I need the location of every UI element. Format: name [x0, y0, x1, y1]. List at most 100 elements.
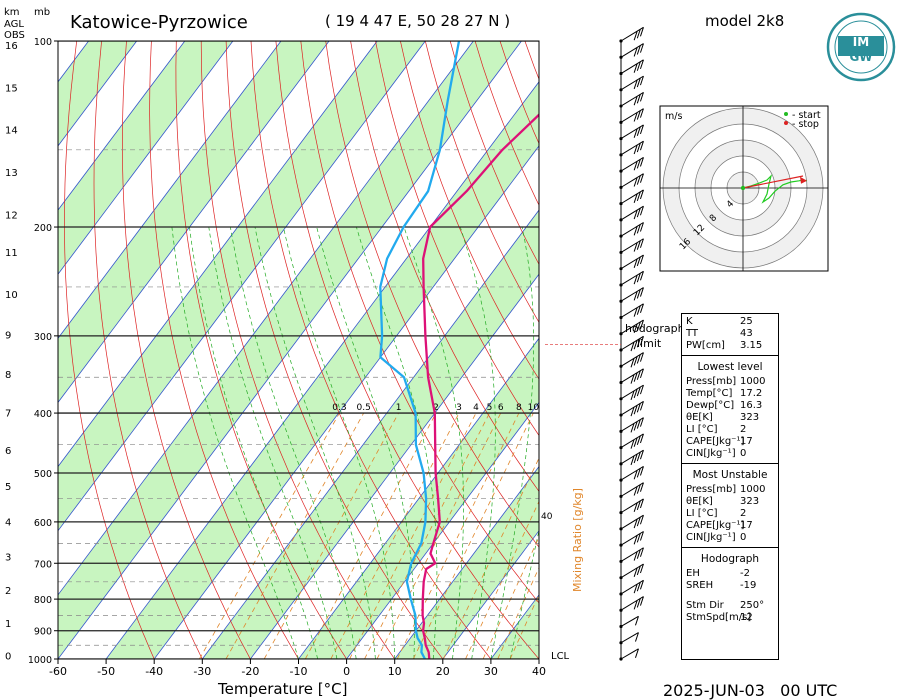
- moist-adiabat: [459, 226, 496, 659]
- index-row: Press[mb] 1000: [686, 376, 766, 387]
- x-tick-label: 40: [532, 665, 546, 678]
- mixing-ratio-label: 6: [498, 403, 504, 413]
- index-row: CAPE[Jkg⁻¹] 17: [686, 520, 753, 531]
- wind-barb-flag: [636, 29, 641, 39]
- isotherm-line: [201, 209, 539, 659]
- wind-barb-flag: [636, 321, 641, 332]
- wind-barb-flag: [636, 468, 641, 478]
- wind-barb-flag: [639, 531, 644, 541]
- wind-barb: [620, 632, 639, 644]
- x-tick-label: -30: [193, 665, 211, 678]
- pressure-tick-label: 600: [34, 518, 52, 529]
- temperature-profile: [421, 113, 539, 659]
- wind-barb-flag: [639, 384, 644, 395]
- mixing-ratio-axis-label: Mixing Ratio [g/kg]: [571, 488, 584, 592]
- wind-barb-flag: [636, 77, 641, 88]
- isotherm-line: [58, 41, 378, 468]
- index-row: LI [°C] 2: [686, 508, 747, 519]
- mixing-ratio-label: 10: [528, 403, 540, 413]
- wind-barb-flag: [633, 242, 638, 252]
- wind-barb-flag: [639, 563, 644, 574]
- wind-barb-flag: [639, 271, 644, 281]
- height-tick-label: 9: [5, 330, 11, 341]
- imgw-logo: IM GW: [826, 12, 896, 82]
- pressure-tick-label: 200: [34, 223, 52, 234]
- wind-barb-flag: [639, 141, 644, 151]
- index-row: CIN[Jkg⁻¹] 0: [686, 532, 747, 543]
- wind-barb-flag: [630, 439, 635, 449]
- wind-barb-flag: [630, 390, 635, 401]
- wind-barb-flag: [630, 423, 635, 433]
- height-tick-label: 14: [5, 126, 18, 137]
- wind-barb-flag: [639, 580, 644, 590]
- wind-barb-flag: [639, 482, 644, 492]
- wind-barb-flag: [636, 142, 641, 153]
- agl-label: AGL: [4, 19, 24, 30]
- wind-barb-flag: [636, 207, 641, 218]
- mixing-ratio-line: [263, 412, 399, 659]
- wind-barb-flag: [633, 274, 638, 285]
- wind-barb-flag: [636, 289, 641, 299]
- wind-barb-flag: [636, 354, 641, 364]
- wind-barb: [620, 615, 639, 627]
- model-name: model 2k8: [705, 12, 784, 30]
- height-tick-label: 12: [5, 210, 18, 221]
- hodograph-limit-label-1: hodograph: [625, 322, 685, 335]
- mixing-ratio-label: 2: [433, 403, 439, 413]
- wind-barb-flag: [636, 256, 641, 267]
- isotherm-line: [58, 41, 522, 659]
- obs-label: OBS: [4, 30, 25, 41]
- wind-barb-flag: [636, 451, 641, 462]
- mixing-ratio-label: 30: [603, 403, 615, 413]
- mixing-ratio-label: 5: [487, 403, 493, 413]
- wind-barb-flag: [636, 403, 641, 413]
- legend-stop-dot: [784, 121, 788, 125]
- mixing-ratio-label: 1: [396, 403, 402, 413]
- isotherm-line: [58, 41, 474, 596]
- wind-barb-flag: [633, 518, 638, 529]
- wind-barb-flag: [636, 240, 641, 250]
- mixing-ratio-line: [443, 457, 539, 659]
- index-row: Temp[°C] 17.2: [686, 388, 763, 399]
- mixing-ratio-line: [304, 412, 437, 659]
- most-unstable-section: Most Unstable Press[mb] 1000 θE[K] 323 LI …: [682, 464, 778, 548]
- indices-table: K 25 TT 43 PW[cm] 3.15 Lowest level Press[m…: [681, 313, 779, 660]
- x-tick-label: 30: [484, 665, 498, 678]
- wind-barb-flag: [639, 189, 644, 200]
- mixing-ratio-label: 0.3: [332, 403, 346, 413]
- height-tick-label: 11: [5, 248, 18, 259]
- wind-barb-flag: [639, 498, 644, 509]
- mixing-ratio-line: [364, 412, 490, 659]
- hodograph-unit: m/s: [665, 111, 682, 122]
- wind-barb-flag: [639, 547, 644, 557]
- wind-barb-flag: [633, 502, 638, 512]
- wind-barb-flag: [633, 258, 638, 269]
- grid-lines: 0.3 0.5 1 2 3 4 5 6 8 10 15 20 25 30 35: [58, 41, 615, 659]
- x-tick-label: 0: [343, 665, 350, 678]
- height-tick-label: 7: [5, 408, 11, 419]
- mixing-ratio-line: [225, 412, 365, 659]
- index-row: θE[K] 323: [686, 412, 760, 423]
- lcl-label: LCL: [551, 651, 570, 662]
- wind-barb-flag: [633, 600, 638, 610]
- index-row: PW[cm] 3.15: [686, 340, 763, 351]
- mixing-ratio-label: 25: [590, 403, 601, 413]
- wind-barb-flag: [633, 193, 638, 203]
- index-row: Stm Dir 250°: [686, 600, 765, 611]
- mixing-ratio-label: 20: [575, 403, 587, 413]
- section-title: Lowest level: [697, 361, 763, 373]
- wind-barb-flag: [639, 157, 644, 167]
- height-tick-label: 1: [5, 619, 11, 630]
- height-tick-label: 6: [5, 446, 11, 457]
- wind-barb-flag: [634, 648, 639, 658]
- height-tick-label: 0: [5, 651, 11, 662]
- isotherm-line: [58, 41, 138, 147]
- wind-barb-flag: [636, 191, 641, 202]
- mixing-ratio-label: 4: [473, 403, 479, 413]
- wind-barb-flag: [633, 551, 638, 561]
- station-coords: ( 19 4 47 E, 50 28 27 N ): [325, 12, 510, 30]
- wind-barb-flag: [636, 516, 641, 527]
- wind-barb-flag: [639, 417, 644, 427]
- index-row: θE[K] 323: [686, 496, 760, 507]
